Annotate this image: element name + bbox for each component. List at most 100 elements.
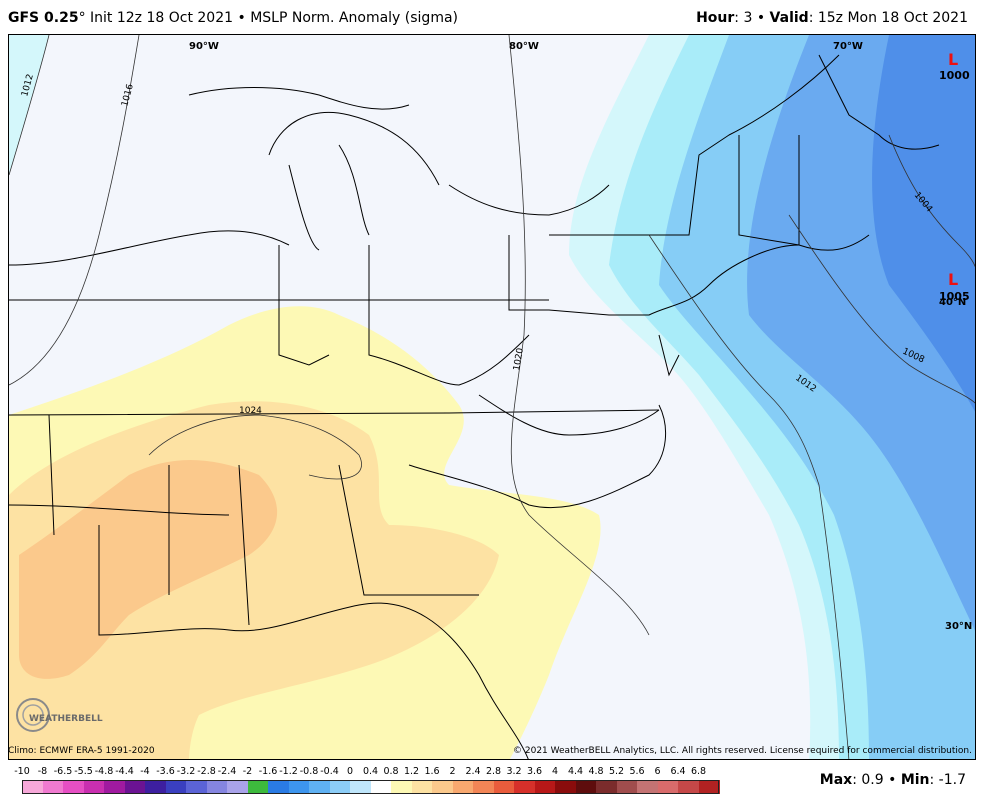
colorbar-cell xyxy=(370,780,392,794)
colorbar-cell xyxy=(514,780,535,794)
colorbar-tick-label: 0.8 xyxy=(383,766,399,777)
colorbar: -10 -8 -6.5 -5.5 -4.8 -4.4 -4 -3.6 -3.2 -2.8 -2.4-… xyxy=(10,766,720,806)
colorbar-tick-label: 6 xyxy=(654,766,661,777)
isobars xyxy=(9,35,975,759)
colorbar-cell xyxy=(678,780,699,794)
hour-value: : 3 xyxy=(734,10,753,26)
lon-label-80w: 80°W xyxy=(509,41,539,52)
colorbar-tick-label: 4.8 xyxy=(588,766,604,777)
low-pressure-value: 1000 xyxy=(939,69,970,82)
colorbar-cell xyxy=(206,780,228,794)
colorbar-tick-label: 1.2 xyxy=(403,766,420,777)
colorbar-cell xyxy=(596,780,617,794)
colorbar-tick-label: 3.2 xyxy=(506,766,522,777)
colorbar-tick-label: -8 xyxy=(37,766,48,777)
colorbar-cell xyxy=(473,780,494,794)
colorbar-border xyxy=(22,780,719,794)
colorbar-tick-label: 5.2 xyxy=(608,766,625,777)
colorbar-tick-label: -2.4 xyxy=(217,766,237,777)
colorbar-cell xyxy=(637,780,658,794)
lat-label-30n: 30°N xyxy=(945,621,972,632)
anomaly-neg-west xyxy=(9,35,49,175)
colorbar-cell xyxy=(165,780,187,794)
colorbar-cell xyxy=(350,780,371,794)
colorbar-tick-label: 6.8 xyxy=(690,766,707,777)
lon-label-70w: 70°W xyxy=(833,41,863,52)
min-value: : -1.7 xyxy=(929,772,966,788)
colorbar-tick-label: -4.8 xyxy=(94,766,114,777)
hour-label: Hour xyxy=(696,10,735,26)
isobar-label: 1020 xyxy=(512,347,526,372)
climo-note: Climo: ECMWF ERA-5 1991-2020 xyxy=(8,746,155,756)
colorbar-tick-label: 2.4 xyxy=(465,766,481,777)
colorbar-cell xyxy=(657,780,679,794)
max-label: Max xyxy=(819,772,853,788)
colorbar-tick-label: -2 xyxy=(242,766,253,777)
valid-label: Valid xyxy=(769,10,809,26)
anomaly-neg-2.0 xyxy=(872,35,975,412)
colorbar-tick-label: 2 xyxy=(449,766,456,777)
title-bullet: • xyxy=(233,10,251,26)
coastlines xyxy=(9,54,940,759)
map-panel: 90°W 80°W 70°W 40°N 30°N 1012 1016 1020 … xyxy=(8,34,976,760)
logo-text: WEATHERBELL xyxy=(29,714,103,724)
colorbar-tick-label: -4 xyxy=(140,766,150,777)
colorbar-cell xyxy=(698,780,720,794)
stats-bullet: • xyxy=(883,772,901,788)
colorbar-cell xyxy=(575,780,597,794)
colorbar-tick-label: -0.8 xyxy=(299,766,319,777)
colorbar-tick-label: -10 xyxy=(14,766,30,777)
colorbar-cell xyxy=(493,780,515,794)
max-value: : 0.9 xyxy=(852,772,884,788)
colorbar-tick-label: -3.6 xyxy=(156,766,175,777)
copyright-note: © 2021 WeatherBELL Analytics, LLC. All r… xyxy=(513,746,972,756)
colorbar-tick-label: 3.6 xyxy=(526,766,543,777)
colorbar-tick-label: 0.4 xyxy=(362,766,379,777)
low-pressure-value: 1005 xyxy=(939,290,970,303)
colorbar-cell xyxy=(432,780,453,794)
colorbar-cell xyxy=(227,780,248,794)
colorbar-tick-label: -1.2 xyxy=(279,766,298,777)
colorbar-cell xyxy=(534,780,556,794)
colorbar-cell xyxy=(268,780,289,794)
weatherbell-logo: WEATHERBELL xyxy=(16,698,103,732)
colorbar-tick-label: -3.2 xyxy=(176,766,196,777)
colorbar-cell xyxy=(411,780,433,794)
colorbar-tick-label: 5.6 xyxy=(629,766,645,777)
low-symbol: L xyxy=(948,50,958,69)
colorbar-tick-label: 6.4 xyxy=(670,766,686,777)
header-bullet: • xyxy=(752,10,770,26)
lat-label-40n: 40°N xyxy=(939,297,966,308)
colorbar-cell xyxy=(288,780,310,794)
colorbar-tick-label: -5.5 xyxy=(74,766,93,777)
colorbar-cell xyxy=(104,780,125,794)
chart-title: GFS 0.25° Init 12z 18 Oct 2021 • MSLP No… xyxy=(8,10,458,26)
colorbar-tick-label: 2.8 xyxy=(485,766,502,777)
colorbar-cell xyxy=(63,780,84,794)
colorbar-cell xyxy=(452,780,474,794)
valid-time-header: Hour: 3 • Valid: 15z Mon 18 Oct 2021 xyxy=(696,10,968,26)
init-time: Init 12z 18 Oct 2021 xyxy=(85,10,234,26)
colorbar-tick-label: 4 xyxy=(551,766,559,777)
degree-symbol: ° xyxy=(78,10,86,26)
model-name: GFS 0.25 xyxy=(8,10,79,26)
colorbar-tick-label: -6.5 xyxy=(53,766,73,777)
colorbar-cell xyxy=(145,780,166,794)
colorbar-cell xyxy=(309,780,330,794)
isobar-label: 1024 xyxy=(239,406,262,416)
max-min-stats: Max: 0.9 • Min: -1.7 xyxy=(820,772,966,788)
colorbar-cell xyxy=(83,780,105,794)
valid-value: : 15z Mon 18 Oct 2021 xyxy=(808,10,968,26)
colorbar-cell xyxy=(391,780,412,794)
colorbar-cell xyxy=(186,780,207,794)
product-name: MSLP Norm. Anomaly (sigma) xyxy=(250,10,458,26)
colorbar-tick-label: 4.4 xyxy=(567,766,584,777)
colorbar-cell xyxy=(124,780,146,794)
colorbar-tick-label: -4.4 xyxy=(115,766,134,777)
min-label: Min xyxy=(900,772,930,788)
colorbar-tick-label: -2.8 xyxy=(197,766,216,777)
lon-label-90w: 90°W xyxy=(189,41,219,52)
colorbar-cell xyxy=(555,780,576,794)
anomaly-map: 90°W 80°W 70°W 40°N 30°N 1012 1016 1020 … xyxy=(9,35,975,759)
colorbar-cell xyxy=(329,780,351,794)
